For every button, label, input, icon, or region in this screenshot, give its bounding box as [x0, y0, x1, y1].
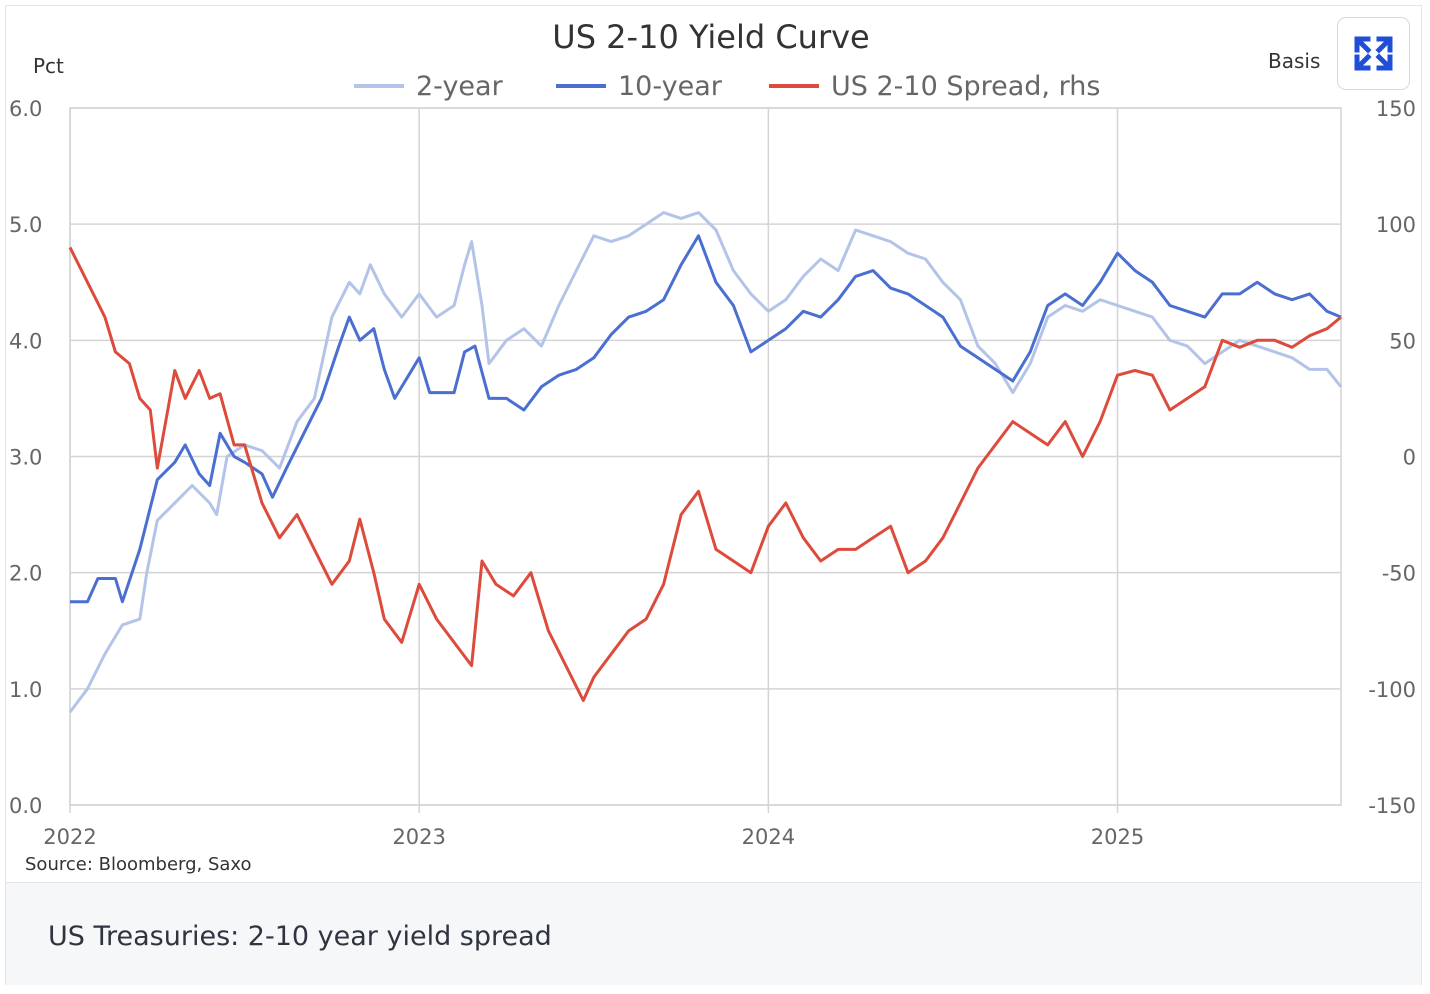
source-note: Source: Bloomberg, Saxo [25, 854, 252, 875]
y-tick-right: 150 [1376, 97, 1416, 121]
chart-title: US 2-10 Yield Curve [552, 18, 869, 56]
expand-button[interactable] [1337, 17, 1410, 90]
series-line-2-year [68, 211, 1343, 714]
expand-arrows-icon [1354, 36, 1393, 71]
series-line-us-2-10-spread-rhs [68, 246, 1342, 702]
y-tick-right: 0 [1403, 446, 1416, 470]
y-tick-left: 3.0 [9, 446, 42, 470]
series-line-10-year [70, 234, 1342, 604]
yield-curve-chart: US 2-10 Yield Curve Pct Basis Source: Bl… [9, 18, 1416, 875]
y-tick-right: -50 [1382, 562, 1416, 586]
x-tick: 2024 [742, 825, 795, 849]
y-tick-left: 5.0 [9, 213, 42, 237]
left-axis-label: Pct [33, 54, 64, 78]
y-tick-left: 4.0 [9, 329, 42, 353]
chart-figure: US 2-10 Yield Curve Pct Basis Source: Bl… [5, 5, 1422, 985]
legend-label: US 2-10 Spread, rhs [831, 71, 1100, 102]
right-axis-label: Basis [1268, 49, 1320, 73]
y-tick-left: 0.0 [9, 794, 42, 818]
figure-caption: US Treasuries: 2-10 year yield spread [6, 882, 1421, 985]
legend-label: 2-year [416, 71, 504, 102]
x-tick: 2023 [392, 825, 445, 849]
y-tick-right: -150 [1368, 794, 1416, 818]
y-tick-left: 6.0 [9, 97, 42, 121]
caption-text: US Treasuries: 2-10 year yield spread [48, 921, 552, 952]
chart-image: US 2-10 Yield Curve Pct Basis Source: Bl… [6, 6, 1421, 881]
y-tick-right: 50 [1389, 329, 1416, 353]
x-tick: 2022 [43, 825, 96, 849]
x-tick: 2025 [1091, 825, 1144, 849]
y-tick-left: 1.0 [9, 678, 42, 702]
y-tick-left: 2.0 [9, 562, 42, 586]
y-tick-right: 100 [1376, 213, 1416, 237]
legend-label: 10-year [618, 71, 723, 102]
y-tick-right: -100 [1368, 678, 1416, 702]
